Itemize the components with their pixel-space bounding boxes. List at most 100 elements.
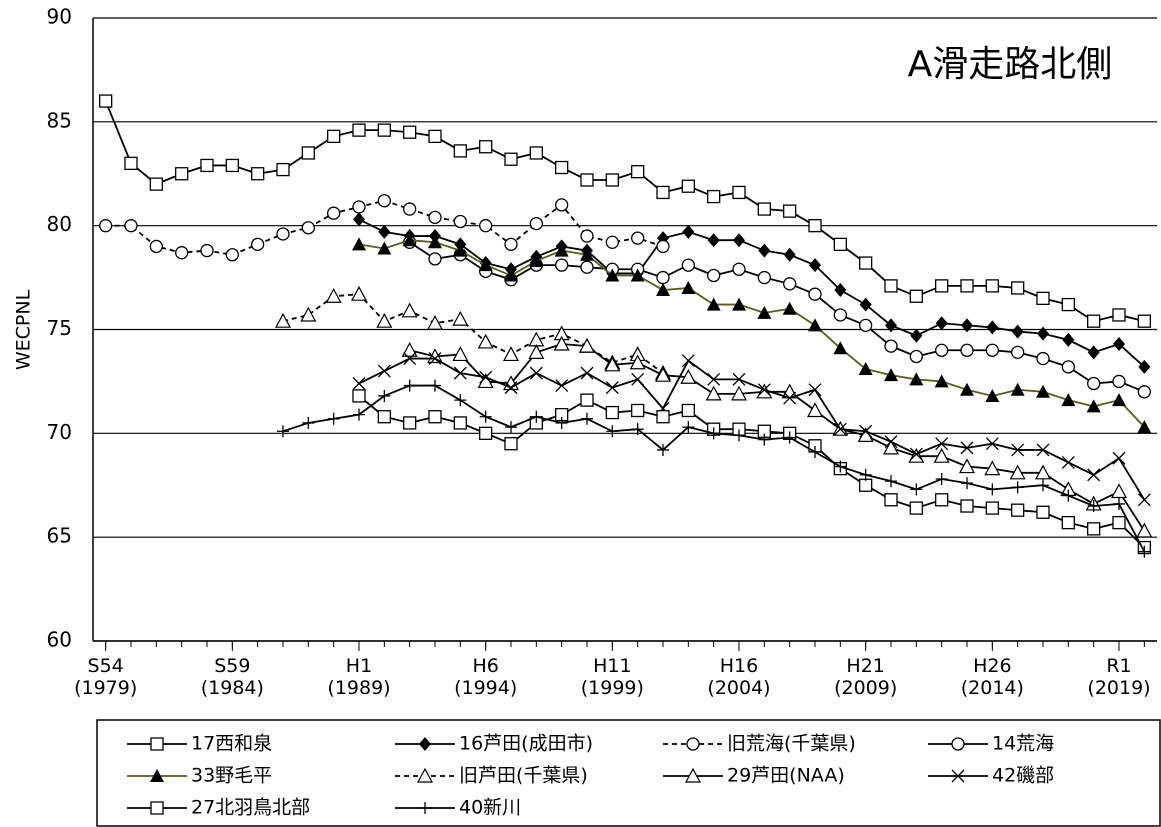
marker: [1061, 297, 1075, 312]
marker: [353, 408, 365, 421]
marker: [1137, 385, 1151, 399]
marker: [403, 416, 417, 430]
x-tick-label: S59 (1984): [200, 655, 264, 699]
marker: [859, 256, 873, 270]
marker: [885, 475, 897, 488]
marker: [1112, 308, 1126, 322]
marker: [274, 312, 292, 328]
marker: [909, 349, 923, 364]
marker: [884, 493, 898, 507]
marker: [124, 219, 138, 233]
marker: [834, 460, 847, 473]
series: [99, 94, 1151, 328]
marker: [732, 297, 746, 311]
marker: [429, 379, 441, 392]
line: [358, 218, 1145, 368]
marker: [732, 185, 746, 200]
marker: [504, 381, 518, 395]
marker: [1110, 483, 1128, 499]
marker: [833, 422, 847, 436]
marker: [1011, 481, 1024, 494]
marker: [1036, 443, 1050, 457]
series: [352, 389, 1151, 555]
marker: [301, 221, 315, 235]
marker: [454, 394, 467, 407]
marker: [479, 410, 492, 423]
marker: [377, 410, 391, 424]
marker: [631, 403, 645, 418]
marker: [909, 289, 923, 303]
marker: [605, 235, 619, 249]
marker: [682, 421, 695, 434]
marker: [656, 283, 670, 297]
marker: [808, 383, 822, 397]
marker: [377, 364, 391, 378]
marker: [553, 335, 570, 351]
legend-label: 40新川: [459, 797, 521, 819]
legend-marker: [419, 802, 431, 814]
marker: [578, 337, 596, 353]
marker: [504, 437, 518, 451]
marker: [908, 447, 925, 463]
y-tick-label: 65: [47, 524, 72, 548]
legend-marker: [684, 767, 702, 783]
marker: [1138, 359, 1151, 374]
marker: [985, 437, 999, 451]
marker: [808, 318, 822, 332]
marker: [783, 247, 796, 262]
marker: [277, 425, 289, 438]
marker: [758, 243, 771, 258]
marker: [631, 423, 644, 436]
marker: [681, 354, 695, 368]
marker: [325, 288, 342, 303]
marker: [352, 377, 366, 390]
marker: [1011, 443, 1025, 457]
marker: [960, 499, 974, 513]
marker: [732, 262, 746, 276]
marker: [1011, 324, 1024, 339]
marker: [958, 458, 976, 474]
series: [99, 194, 670, 262]
marker: [884, 368, 898, 382]
marker: [555, 416, 568, 429]
marker: [935, 343, 949, 357]
marker: [910, 483, 923, 496]
marker: [479, 370, 493, 384]
marker: [605, 268, 620, 282]
marker: [453, 366, 467, 380]
marker: [1036, 351, 1050, 366]
marker: [783, 431, 796, 444]
y-tick-label: 80: [47, 212, 72, 236]
marker: [124, 156, 138, 171]
marker: [352, 389, 366, 403]
marker: [555, 379, 569, 393]
marker: [961, 318, 973, 333]
marker: [605, 381, 619, 395]
x-tick-label: H16 (2004): [707, 655, 771, 699]
marker: [657, 443, 669, 456]
marker: [403, 352, 417, 366]
marker: [402, 233, 417, 247]
marker: [884, 435, 898, 449]
marker: [505, 421, 517, 434]
marker: [581, 412, 593, 425]
marker: [730, 385, 748, 401]
marker: [529, 146, 543, 160]
marker: [859, 478, 873, 492]
marker: [960, 343, 974, 357]
marker: [985, 501, 999, 515]
marker: [555, 198, 569, 212]
marker: [301, 146, 315, 160]
marker: [529, 216, 543, 231]
marker: [580, 173, 594, 187]
marker: [403, 379, 416, 392]
marker: [1138, 545, 1151, 558]
marker: [656, 239, 670, 254]
marker: [707, 268, 721, 283]
marker: [681, 280, 696, 294]
legend-label: 14荒海: [992, 733, 1054, 755]
marker: [1112, 374, 1126, 389]
marker: [859, 468, 872, 481]
marker: [149, 239, 163, 254]
marker: [428, 129, 442, 144]
